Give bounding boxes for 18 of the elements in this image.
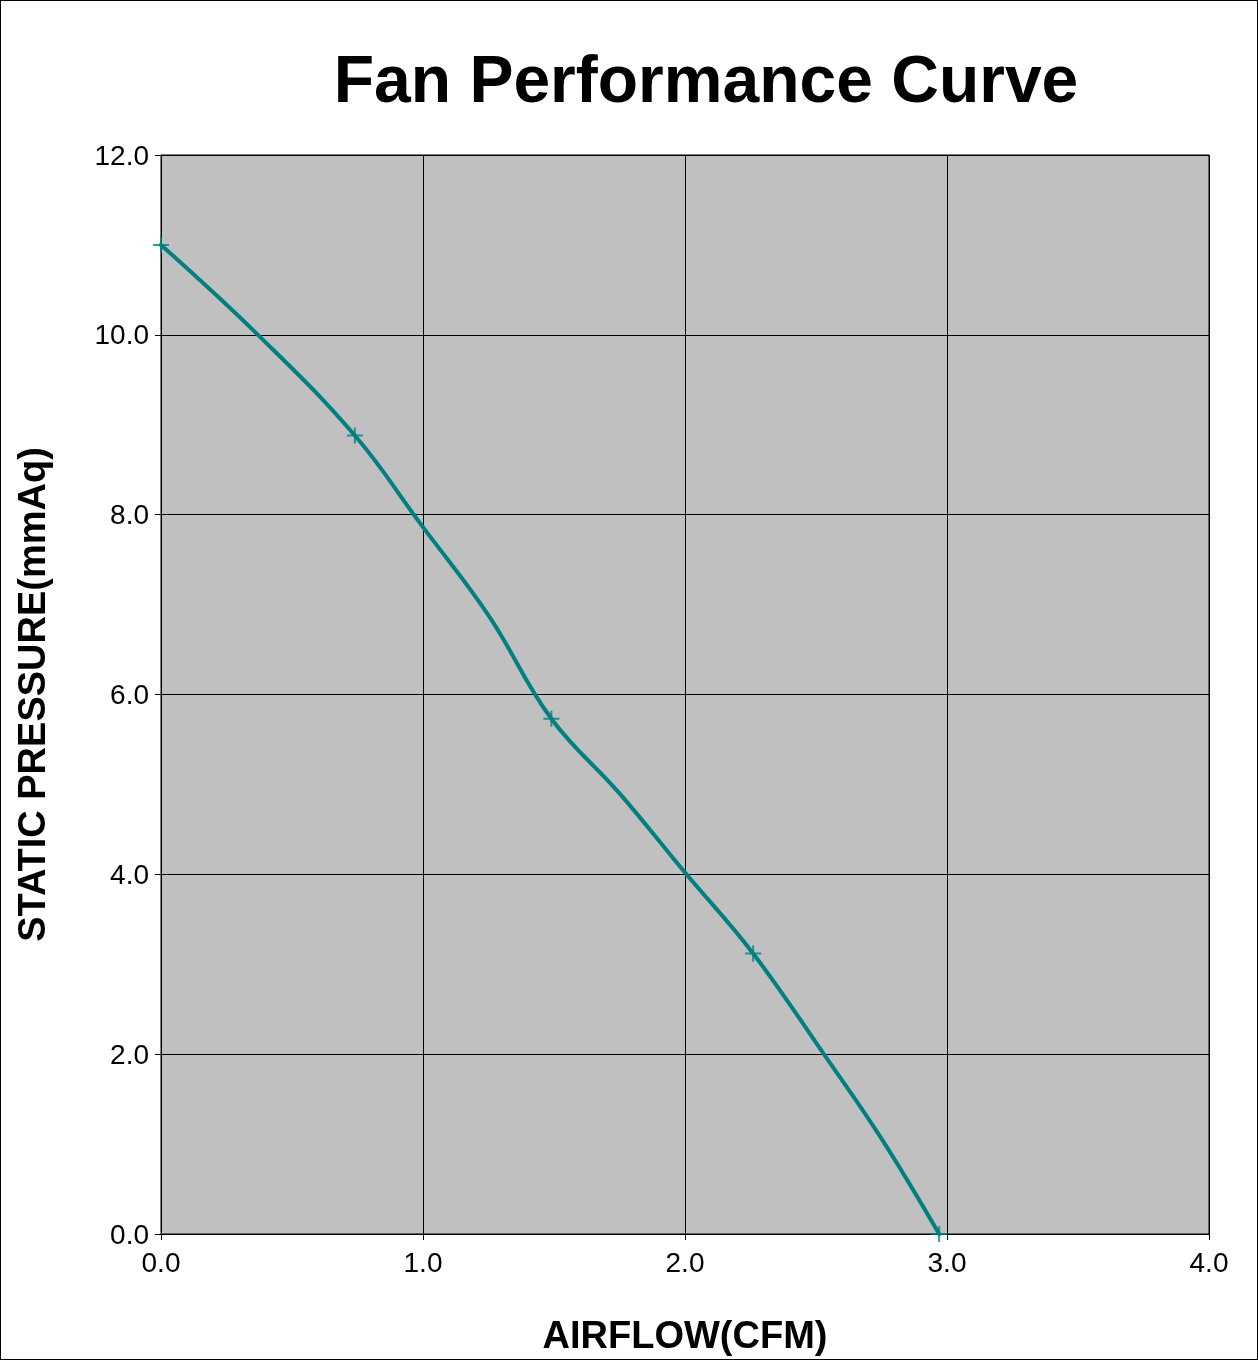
x-tick-label: 1.0 (403, 1246, 443, 1278)
point (345, 426, 364, 445)
y-tick-label: 10.0 (94, 319, 149, 351)
point (152, 235, 170, 254)
x-tick-label: 4.0 (1189, 1246, 1229, 1278)
y-tick-label: 8.0 (110, 499, 149, 531)
y-tick-label: 6.0 (110, 679, 149, 710)
chart-title: Fan Performance Curve (333, 42, 1079, 116)
y-tick-label: 4.0 (110, 858, 149, 890)
point (542, 709, 561, 728)
x-tick-label: 2.0 (665, 1246, 705, 1278)
point (930, 1225, 949, 1243)
y-tick-label: 12.0 (94, 139, 149, 171)
y-axis-title: STATIC PRESSURE(mmAq) (11, 447, 53, 942)
x-tick-label: 3.0 (927, 1246, 967, 1278)
x-axis-title: AIRFLOW(CFM) (542, 1314, 828, 1356)
y-tick-label: 2.0 (110, 1038, 149, 1070)
point (744, 944, 763, 963)
